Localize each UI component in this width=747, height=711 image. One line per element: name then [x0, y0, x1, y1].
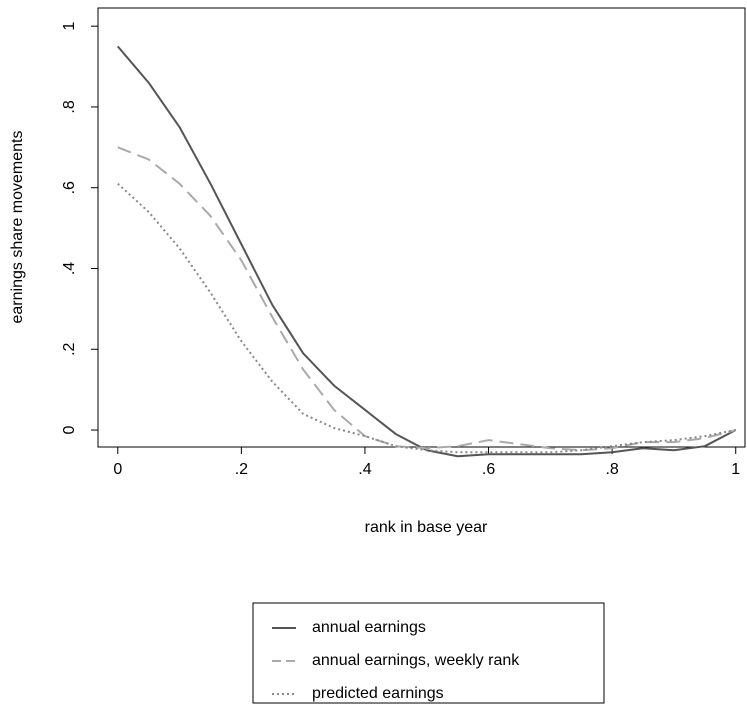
legend-label: annual earnings, weekly rank — [312, 652, 520, 669]
legend-box — [252, 602, 605, 704]
y-tick-label: 1 — [61, 22, 78, 31]
y-axis-title: earnings share movements — [9, 131, 26, 324]
legend-label: predicted earnings — [312, 685, 444, 702]
y-tick-label: .4 — [61, 262, 78, 275]
x-tick-label: 1 — [731, 461, 740, 478]
y-tick-label: .8 — [61, 100, 78, 113]
legend-label: annual earnings — [312, 619, 426, 636]
y-tick-label: 0 — [61, 425, 78, 434]
x-tick-label: .2 — [235, 461, 248, 478]
series-line — [117, 182, 736, 454]
y-tick-label: .6 — [61, 181, 78, 194]
series-line — [117, 146, 736, 452]
x-tick-label: .4 — [358, 461, 371, 478]
x-axis-title: rank in base year — [365, 519, 488, 536]
x-tick-label: .8 — [605, 461, 618, 478]
y-tick-label: .2 — [61, 342, 78, 355]
x-tick-label: 0 — [113, 461, 122, 478]
x-tick-label: .6 — [482, 461, 495, 478]
